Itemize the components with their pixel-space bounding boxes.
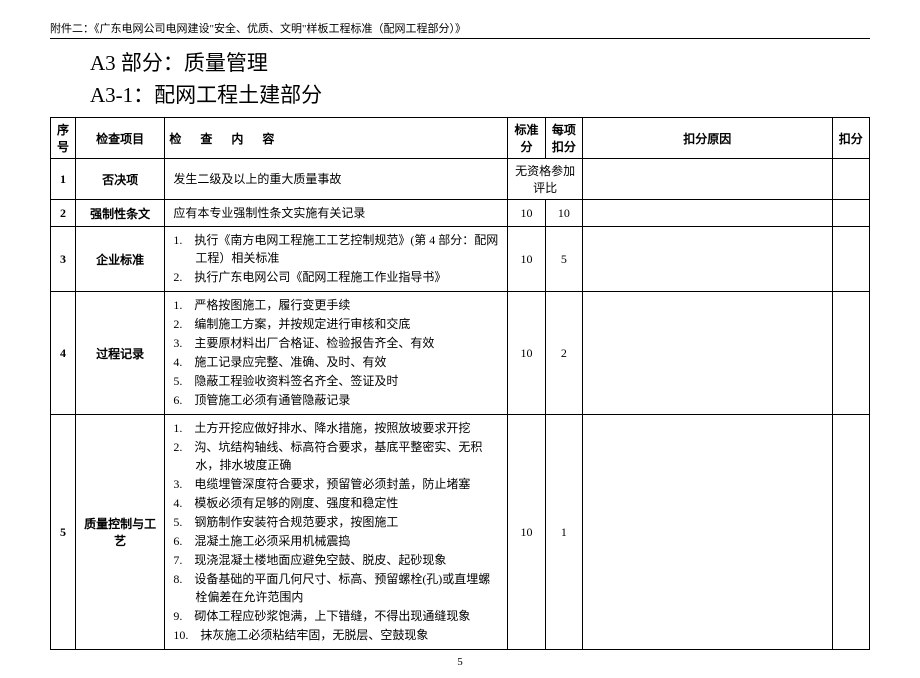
table-row: 5 质量控制与工艺 1. 土方开挖应做好排水、降水措施，按照放坡要求开挖 2. … [51,415,870,650]
cell-item: 强制性条文 [75,200,164,227]
content-item: 4. 施工记录应完整、准确、及时、有效 [173,353,499,371]
content-item: 10. 抹灰施工必须粘结牢固，无脱层、空鼓现象 [173,626,499,644]
content-item: 1. 执行《南方电网工程施工工艺控制规范》(第 4 部分：配网工程）相关标准 [173,231,499,267]
cell-reason [583,227,832,292]
cell-score: 10 [508,227,545,292]
cell-content: 1. 执行《南方电网工程施工工艺控制规范》(第 4 部分：配网工程）相关标准 2… [165,227,508,292]
content-item: 6. 顶管施工必须有通管隐蔽记录 [173,391,499,409]
col-header-score: 标准分 [508,118,545,159]
content-item: 1. 严格按图施工，履行变更手续 [173,296,499,314]
col-header-item: 检查项目 [75,118,164,159]
cell-score: 10 [508,200,545,227]
content-item: 9. 砌体工程应砂浆饱满，上下错缝，不得出现通缝现象 [173,607,499,625]
cell-reason [583,200,832,227]
cell-item: 否决项 [75,159,164,200]
cell-content: 1. 严格按图施工，履行变更手续 2. 编制施工方案，并按规定进行审核和交底 3… [165,292,508,415]
cell-content: 应有本专业强制性条文实施有关记录 [165,200,508,227]
cell-item: 过程记录 [75,292,164,415]
table-row: 1 否决项 发生二级及以上的重大质量事故 无资格参加评比 [51,159,870,200]
cell-seq: 1 [51,159,76,200]
content-item: 3. 电缆埋管深度符合要求，预留管必须封盖，防止堵塞 [173,475,499,493]
content-item: 8. 设备基础的平面几何尺寸、标高、预留螺栓(孔)或直埋螺栓偏差在允许范围内 [173,570,499,606]
content-item: 5. 钢筋制作安装符合规范要求，按图施工 [173,513,499,531]
cell-seq: 3 [51,227,76,292]
cell-merged-disqualify: 无资格参加评比 [508,159,583,200]
cell-item: 质量控制与工艺 [75,415,164,650]
cell-deducted [832,159,869,200]
content-item: 7. 现浇混凝土楼地面应避免空鼓、脱皮、起砂现象 [173,551,499,569]
cell-deduct: 1 [545,415,582,650]
cell-seq: 5 [51,415,76,650]
cell-item: 企业标准 [75,227,164,292]
col-header-deduct: 每项扣分 [545,118,582,159]
cell-deducted [832,200,869,227]
cell-content: 发生二级及以上的重大质量事故 [165,159,508,200]
title-section: A3 部分：质量管理 A3-1：配网工程土建部分 [90,47,870,109]
cell-seq: 2 [51,200,76,227]
content-item: 4. 模板必须有足够的刚度、强度和稳定性 [173,494,499,512]
cell-deduct: 2 [545,292,582,415]
inspection-table: 序号 检查项目 检 查 内 容 标准分 每项扣分 扣分原因 扣分 1 否决项 发… [50,117,870,650]
content-item: 3. 主要原材料出厂合格证、检验报告齐全、有效 [173,334,499,352]
cell-seq: 4 [51,292,76,415]
content-item: 5. 隐蔽工程验收资料签名齐全、签证及时 [173,372,499,390]
table-row: 4 过程记录 1. 严格按图施工，履行变更手续 2. 编制施工方案，并按规定进行… [51,292,870,415]
cell-deduct: 5 [545,227,582,292]
cell-score: 10 [508,292,545,415]
document-page: 附件二：《广东电网公司电网建设"安全、优质、文明"样板工程标准（配网工程部分）》… [0,0,920,678]
cell-reason [583,159,832,200]
content-item: 6. 混凝土施工必须采用机械震捣 [173,532,499,550]
cell-deducted [832,292,869,415]
cell-reason [583,415,832,650]
cell-deducted [832,227,869,292]
page-number: 5 [50,656,870,668]
content-item: 2. 沟、坑结构轴线、标高符合要求，基底平整密实、无积水，排水坡度正确 [173,438,499,474]
cell-deducted [832,415,869,650]
cell-deduct: 10 [545,200,582,227]
title-sub: A3-1：配网工程土建部分 [90,79,870,109]
col-header-seq: 序号 [51,118,76,159]
content-item: 1. 土方开挖应做好排水、降水措施，按照放坡要求开挖 [173,419,499,437]
content-item: 2. 执行广东电网公司《配网工程施工作业指导书》 [173,268,499,286]
table-row: 2 强制性条文 应有本专业强制性条文实施有关记录 10 10 [51,200,870,227]
cell-reason [583,292,832,415]
table-row: 3 企业标准 1. 执行《南方电网工程施工工艺控制规范》(第 4 部分：配网工程… [51,227,870,292]
col-header-deducted: 扣分 [832,118,869,159]
col-header-reason: 扣分原因 [583,118,832,159]
title-main: A3 部分：质量管理 [90,47,870,77]
content-item: 2. 编制施工方案，并按规定进行审核和交底 [173,315,499,333]
col-header-content: 检 查 内 容 [165,118,508,159]
table-header-row: 序号 检查项目 检 查 内 容 标准分 每项扣分 扣分原因 扣分 [51,118,870,159]
cell-score: 10 [508,415,545,650]
header-note: 附件二：《广东电网公司电网建设"安全、优质、文明"样板工程标准（配网工程部分）》 [50,20,870,39]
cell-content: 1. 土方开挖应做好排水、降水措施，按照放坡要求开挖 2. 沟、坑结构轴线、标高… [165,415,508,650]
